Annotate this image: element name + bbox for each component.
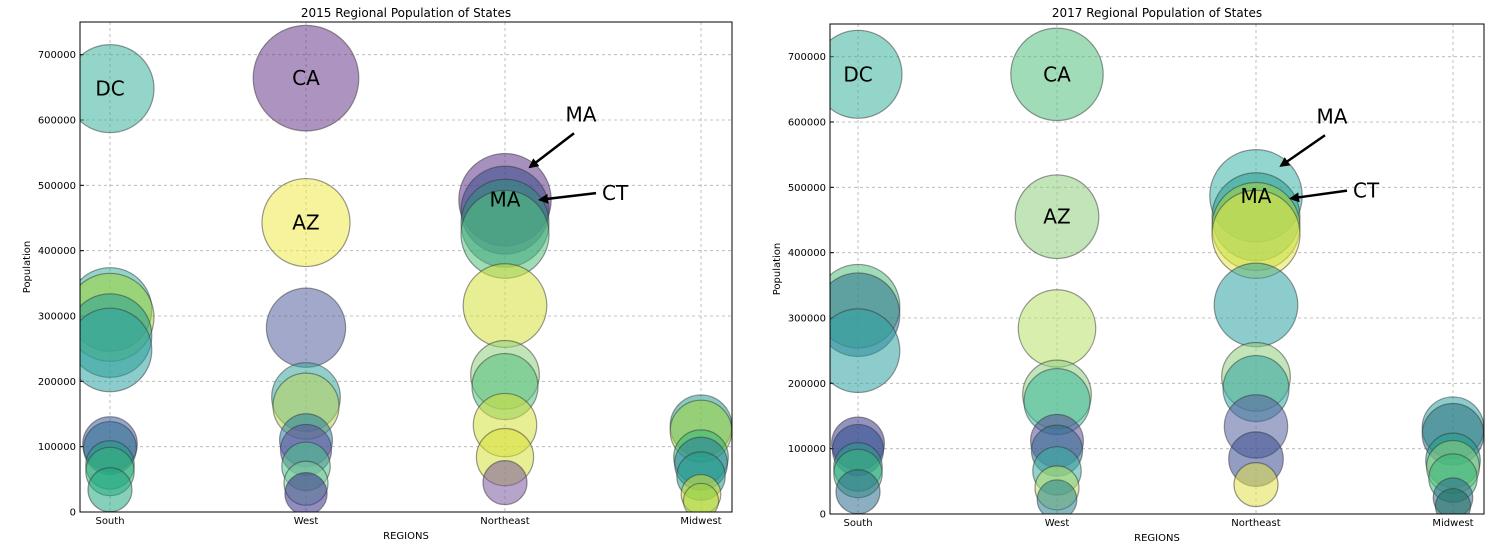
y-axis-label: Population [22,241,33,294]
bubble-point [1233,462,1279,508]
bubble-point [284,471,328,512]
bubble-point [80,44,155,134]
bubble-label: DC [95,77,124,101]
x-axis-label: REGIONS [1134,533,1180,544]
y-axis-label: Population [772,243,783,296]
y-tick-label: 400000 [788,248,826,259]
bubble-point [1213,262,1299,348]
bubble-point [265,287,347,368]
bubble-layer [830,27,1484,514]
chart-panel-2015: 2015 Regional Population of States 0 10000… [0,0,750,554]
y-tick-label: 500000 [38,181,76,192]
bubble-point [1010,27,1104,122]
bubble-point [835,469,881,514]
bubble-label: AZ [292,211,319,235]
y-tick-label: 100000 [788,444,826,455]
bubble-layer [80,24,732,512]
x-tick-label: South [843,518,872,529]
y-tick-label: 700000 [38,50,76,61]
annotation-arrow [1279,134,1326,167]
x-tick-label: Northeast [1231,518,1280,529]
bubble-label: MA [1241,184,1272,208]
annotation-text: MA [1317,104,1348,128]
annotation-arrow [538,191,597,204]
bubble-chart-2017: 2017 Regional Population of States 0 10000… [772,6,1485,544]
x-tick-label: West [1045,518,1070,529]
bubble-point [1017,289,1097,368]
bubble-label: DC [843,62,872,86]
annotation-text: CT [1353,179,1380,203]
bubble-label: CA [292,66,320,90]
y-tick-label: 0 [70,508,76,519]
y-tick-label: 300000 [788,314,826,325]
y-tick-label: 700000 [788,52,826,63]
bubble-point [87,467,133,512]
x-tick-label: Midwest [680,516,721,527]
bubble-point [1036,479,1078,514]
x-axis-label: REGIONS [383,531,429,542]
y-tick-label: 200000 [38,377,76,388]
bubble-point [462,263,548,348]
x-tick-label: South [95,516,124,527]
bubble-chart-2015: 2015 Regional Population of States 0 10000… [22,6,733,542]
plot-frame [79,21,733,513]
chart-title: 2017 Regional Population of States [1052,6,1262,20]
bubble-label: CA [1043,62,1071,86]
y-tick-label: 100000 [38,442,76,453]
x-tick-label: Midwest [1432,518,1473,529]
bubble-label: MA [490,188,521,212]
bubble-point [80,307,153,393]
bubble-point [682,482,720,512]
annotation-arrow [1289,189,1348,203]
annotation-text: MA [566,102,597,126]
y-tick-label: 600000 [38,116,76,127]
bubble-point [830,308,901,394]
plot-frame [829,23,1485,515]
x-tick-label: Northeast [480,516,529,527]
chart-title: 2015 Regional Population of States [301,6,511,20]
bubble-point [252,24,360,132]
y-tick-label: 500000 [788,183,826,194]
bubble-point [1434,487,1472,514]
y-tick-label: 300000 [38,312,76,323]
bubble-point [830,29,903,119]
y-tick-label: 0 [820,510,826,521]
bubble-label: AZ [1043,205,1070,229]
y-tick-label: 400000 [38,246,76,257]
annotation-text: CT [602,181,629,205]
bubble-point [482,460,528,506]
annotation-arrow [528,132,575,169]
y-tick-label: 200000 [788,379,826,390]
bubble-point [1014,174,1100,260]
x-tick-label: West [294,516,319,527]
y-tick-label: 600000 [788,118,826,129]
bubble-point [261,177,351,268]
chart-panel-2017: 2017 Regional Population of States 0 10000… [750,0,1500,554]
